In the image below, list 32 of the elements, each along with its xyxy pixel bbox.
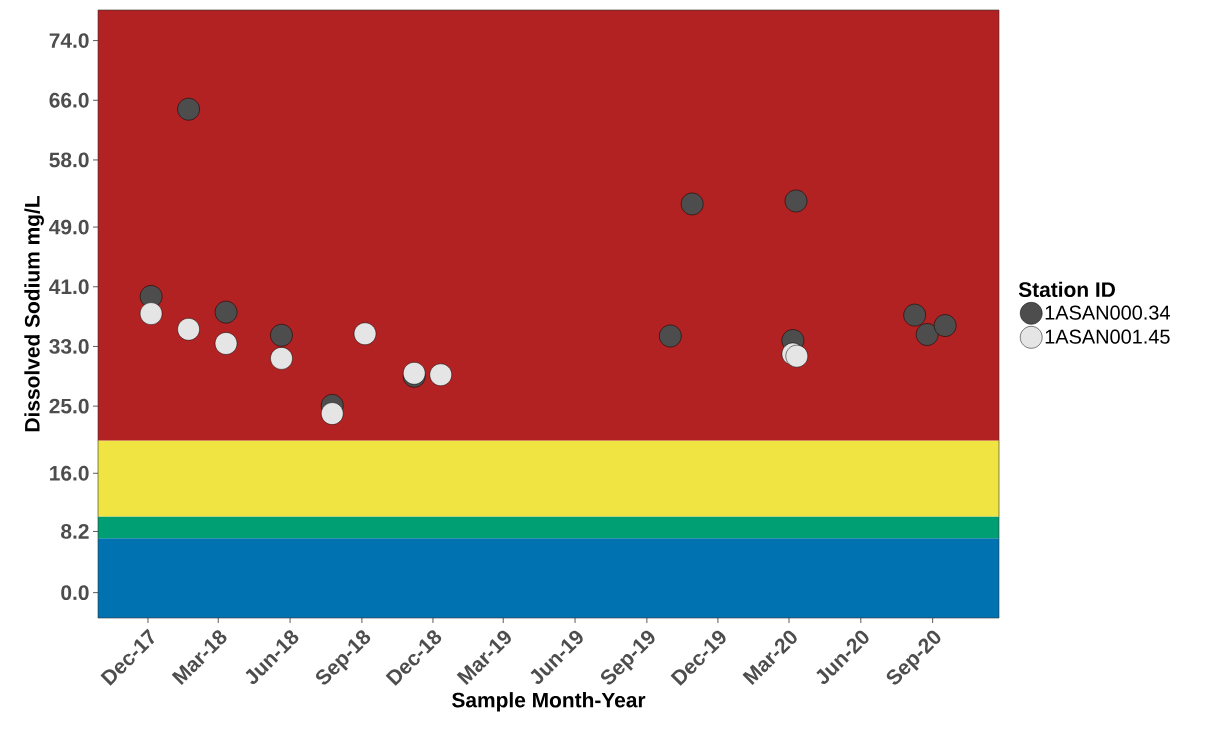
point bbox=[680, 192, 704, 216]
y-tick-label: 8.2 bbox=[61, 524, 89, 539]
y-tick-label: 33.0 bbox=[49, 339, 89, 354]
point bbox=[214, 300, 238, 324]
point bbox=[784, 189, 808, 213]
y-tick-label: 74.0 bbox=[49, 33, 89, 48]
point bbox=[139, 302, 163, 325]
point bbox=[353, 322, 377, 346]
y-tick-label: 25.0 bbox=[49, 398, 89, 414]
point bbox=[429, 363, 453, 387]
y-tick-label: 58.0 bbox=[49, 152, 89, 168]
x-axis-title: Sample Month-Year bbox=[452, 692, 646, 712]
y-tick-label: 16.0 bbox=[50, 465, 89, 481]
y-tick-label: 66.0 bbox=[49, 92, 89, 108]
point bbox=[320, 402, 344, 425]
point bbox=[177, 97, 200, 121]
point bbox=[915, 323, 939, 346]
point bbox=[214, 332, 238, 355]
y-tick-label: 41.0 bbox=[49, 279, 89, 295]
point bbox=[659, 324, 682, 348]
legend-title: Station ID bbox=[1018, 281, 1115, 298]
y-axis-title: Dissolved Sodium mg/L bbox=[24, 196, 44, 432]
point bbox=[933, 314, 957, 337]
point bbox=[177, 318, 200, 341]
point bbox=[139, 285, 163, 308]
y-tick-label: 0.0 bbox=[61, 585, 89, 601]
point bbox=[903, 303, 926, 327]
y-tick-label: 49.0 bbox=[49, 219, 89, 235]
legend-label: 1ASAN000.34 bbox=[1045, 305, 1170, 320]
point bbox=[270, 347, 293, 370]
point bbox=[270, 324, 293, 347]
legend-label: 1ASAN001.45 bbox=[1045, 329, 1170, 344]
